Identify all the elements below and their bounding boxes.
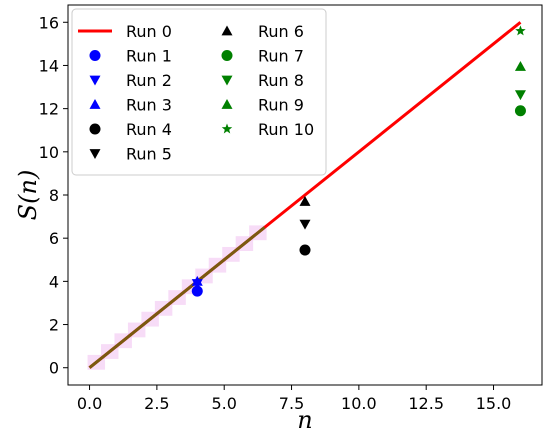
legend-swatch-run-6 [221,25,233,36]
overlay-line-segment [88,226,266,369]
y-tick-label: 12 [39,100,59,119]
data-point-run-1 [191,285,203,297]
x-tick-label: 7.5 [279,394,304,413]
x-tick-label: 5.0 [211,394,236,413]
y-tick-label: 2 [49,316,59,335]
y-tick-label: 0 [49,359,59,378]
line-layer [88,21,522,369]
y-tick-label: 8 [49,186,59,205]
y-tick-label: 16 [39,13,59,32]
x-tick-label: 12.5 [408,394,444,413]
legend-label-run-10: Run 10 [258,120,314,139]
points-layer [191,25,526,297]
legend-label-run-3: Run 3 [126,96,172,115]
legend-label-run-1: Run 1 [126,47,172,66]
y-axis-label: S(n) [14,170,42,221]
y-tick-label: 4 [49,272,59,291]
x-tick-label: 2.5 [144,394,169,413]
legend: Run 0 Run 1 Run 2 Run 3 Run 4 Run 5 Run 6 Run 7… [71,8,327,176]
legend-label-run-2: Run 2 [126,71,172,90]
x-tick-label: 0.0 [77,394,102,413]
data-point-run-9 [514,61,526,71]
x-axis-ticks: 0.0 2.5 5.0 7.5 10.0 12.5 15.0 [77,385,512,413]
y-tick-label: 10 [39,143,59,162]
legend-swatch-run-4 [89,123,101,135]
x-tick-label: 10.0 [341,394,377,413]
legend-swatch-run-2 [89,75,101,86]
data-point-run-3 [191,275,203,286]
legend-label-run-7: Run 7 [258,47,304,66]
legend-swatch-run-3 [89,99,101,109]
legend-label-run-0: Run 0 [126,22,172,41]
legend-label-run-6: Run 6 [258,22,304,41]
legend-swatch-run-8 [221,75,233,86]
y-axis-ticks: 0 2 4 6 8 10 12 14 16 [39,13,68,378]
legend-label-run-5: Run 5 [126,145,172,164]
legend-label-run-8: Run 8 [258,71,304,90]
legend-label-run-9: Run 9 [258,96,304,115]
data-point-run-6 [299,195,311,206]
legend-swatch-run-7 [221,50,233,61]
legend-label-run-4: Run 4 [126,120,172,139]
data-point-run-7 [514,105,526,117]
legend-swatch-run-1 [89,50,101,61]
data-point-run-4 [299,244,311,256]
legend-box [71,8,327,176]
y-tick-label: 14 [39,56,59,75]
legend-swatch-run-9 [221,99,233,109]
data-point-run-5 [299,219,311,230]
data-point-run-8 [514,90,526,101]
data-point-run-10 [515,25,526,36]
legend-swatch-run-10 [221,123,233,134]
legend-swatch-run-5 [89,149,101,159]
x-axis-label: n [297,406,312,434]
y-tick-label: 6 [49,229,59,248]
x-tick-label: 15.0 [476,394,512,413]
